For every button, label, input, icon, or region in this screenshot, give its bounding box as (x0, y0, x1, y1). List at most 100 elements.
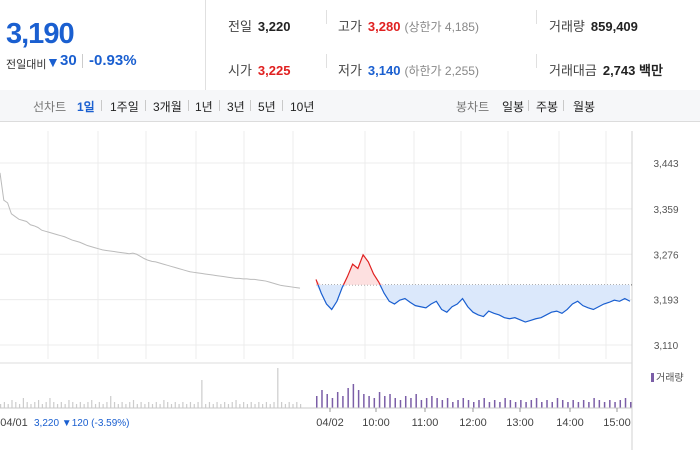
quote-header: 3,190 전일대비 ▼ 30 -0.93% 전일 3,220 고가 3,280 (상… (0, 0, 700, 91)
prev-day-summary: 3,220 ▼120 (-3.59%) (34, 418, 130, 429)
volume-bar-today (425, 398, 428, 408)
volume-bar-prev-day (231, 402, 233, 408)
volume-bar-prev-day (201, 380, 203, 408)
amount-label: 거래대금 (549, 63, 597, 78)
tab-3-years[interactable]: 3년 (227, 100, 245, 114)
volume-bar-prev-day (281, 402, 283, 408)
volume-bar-prev-day (227, 404, 230, 408)
volume-bar-prev-day (216, 402, 218, 408)
volume-bar-prev-day (205, 404, 207, 408)
volume-bar-prev-day (224, 402, 226, 408)
volume-bar-today (619, 400, 622, 408)
volume-bar-prev-day (136, 404, 138, 408)
low-label: 저가 (338, 63, 362, 78)
volume-bar-today (404, 396, 407, 408)
volume-bar-prev-day (277, 368, 279, 408)
volume-bar-today (488, 402, 491, 408)
tab-monthly-candle[interactable]: 월봉 (573, 100, 596, 114)
x-tick-label: 15:00 (603, 417, 631, 429)
tab-1-year[interactable]: 1년 (195, 100, 213, 114)
volume-bar-prev-day (246, 404, 249, 408)
change-label: 전일대비 (6, 59, 47, 71)
volume-bar-prev-day (53, 402, 55, 408)
tab-10-years[interactable]: 10년 (290, 100, 315, 114)
volume-bar-today (530, 400, 533, 408)
volume-bar-prev-day (60, 402, 62, 408)
volume-bar-today (326, 394, 328, 408)
volume-bar-prev-day (11, 400, 13, 408)
volume-bar-prev-day (148, 402, 150, 408)
today-price-line-up (315, 253, 381, 285)
tab-daily-candle[interactable]: 일봉 (502, 100, 525, 114)
volume-bar-prev-day (79, 402, 81, 408)
volume-bar-prev-day (159, 404, 161, 408)
volume-bar-prev-day (288, 402, 290, 408)
volume-bar-prev-day (91, 400, 93, 408)
volume-bar-today (384, 396, 386, 408)
volume-bar-today (582, 400, 585, 408)
volume-bar-prev-day (125, 404, 127, 408)
below-reference-area (316, 284, 630, 323)
x-tick-label: 04/01 (0, 417, 28, 429)
volume-bar-prev-day (193, 404, 195, 408)
volume-bar-prev-day (94, 404, 97, 408)
volume-bar-today (352, 384, 355, 408)
volume-bar-prev-day (243, 402, 245, 408)
volume-bar-prev-day (182, 402, 184, 408)
above-reference-area (316, 254, 630, 285)
volume-bar-prev-day (132, 400, 135, 408)
divider (188, 100, 189, 111)
volume-bar-prev-day (250, 402, 252, 408)
divider (145, 100, 146, 111)
volume-bar-today (556, 398, 559, 408)
divider (326, 10, 327, 24)
volume-bar-prev-day (37, 400, 40, 408)
tab-5-years[interactable]: 5년 (258, 100, 276, 114)
volume-bar-prev-day (110, 396, 112, 408)
x-tick-label: 04/02 (316, 417, 344, 429)
tab-3-months[interactable]: 3개월 (153, 100, 182, 114)
high-price: 고가 3,280 (상한가 4,185) (338, 16, 479, 35)
volume-bar-prev-day (144, 404, 146, 408)
open-price: 시가 3,225 (228, 60, 290, 79)
volume-bar-today (520, 400, 522, 408)
volume-bar-today (473, 402, 475, 408)
volume-bar-prev-day (300, 404, 302, 408)
x-tick-label: 11:00 (412, 417, 439, 429)
volume-bar-today (572, 400, 574, 408)
volume-bar-today (420, 400, 423, 408)
x-tick-label: 13:00 (506, 417, 534, 429)
divider (326, 54, 327, 68)
volume-bar-prev-day (7, 404, 9, 408)
volume-bar-today (509, 400, 512, 408)
chart-svg: 3,443 3,359 3,276 3,193 3,110 거래량 04/01 04/02 10… (0, 131, 684, 450)
volume-bar-today (630, 402, 632, 408)
high-label: 고가 (338, 19, 362, 34)
change-percent: -0.93% (89, 52, 137, 69)
volume-bar-today (394, 398, 396, 408)
tab-weekly-candle[interactable]: 주봉 (536, 100, 559, 114)
volume-bar-prev-day (45, 402, 47, 408)
y-tick-label: 3,276 (653, 250, 678, 261)
current-price-box: 3,190 전일대비 ▼ 30 -0.93% (0, 0, 206, 90)
tab-1-week[interactable]: 1주일 (110, 100, 139, 114)
volume-bar-prev-day (167, 402, 169, 408)
divider (563, 100, 564, 111)
volume-bar-prev-day (189, 402, 192, 408)
volume-bar-prev-day (0, 404, 2, 408)
volume-bar-prev-day (239, 404, 241, 408)
volume-bar-prev-day (75, 404, 78, 408)
volume-bar-today (588, 402, 590, 408)
volume-bar-today (441, 400, 444, 408)
volume-bar-today (493, 400, 496, 408)
volume-bar-today (478, 400, 480, 408)
volume-bar-today (321, 390, 323, 408)
tab-1-day[interactable]: 1일 (77, 100, 95, 114)
divider (536, 54, 537, 68)
volume-bar-prev-day (155, 402, 157, 408)
volume-bar-prev-day (26, 402, 28, 408)
volume-bar-today (431, 396, 433, 408)
volume-bar-today (561, 400, 564, 408)
prev-close-label: 전일 (228, 19, 252, 34)
volume-bar-prev-day (197, 402, 199, 408)
